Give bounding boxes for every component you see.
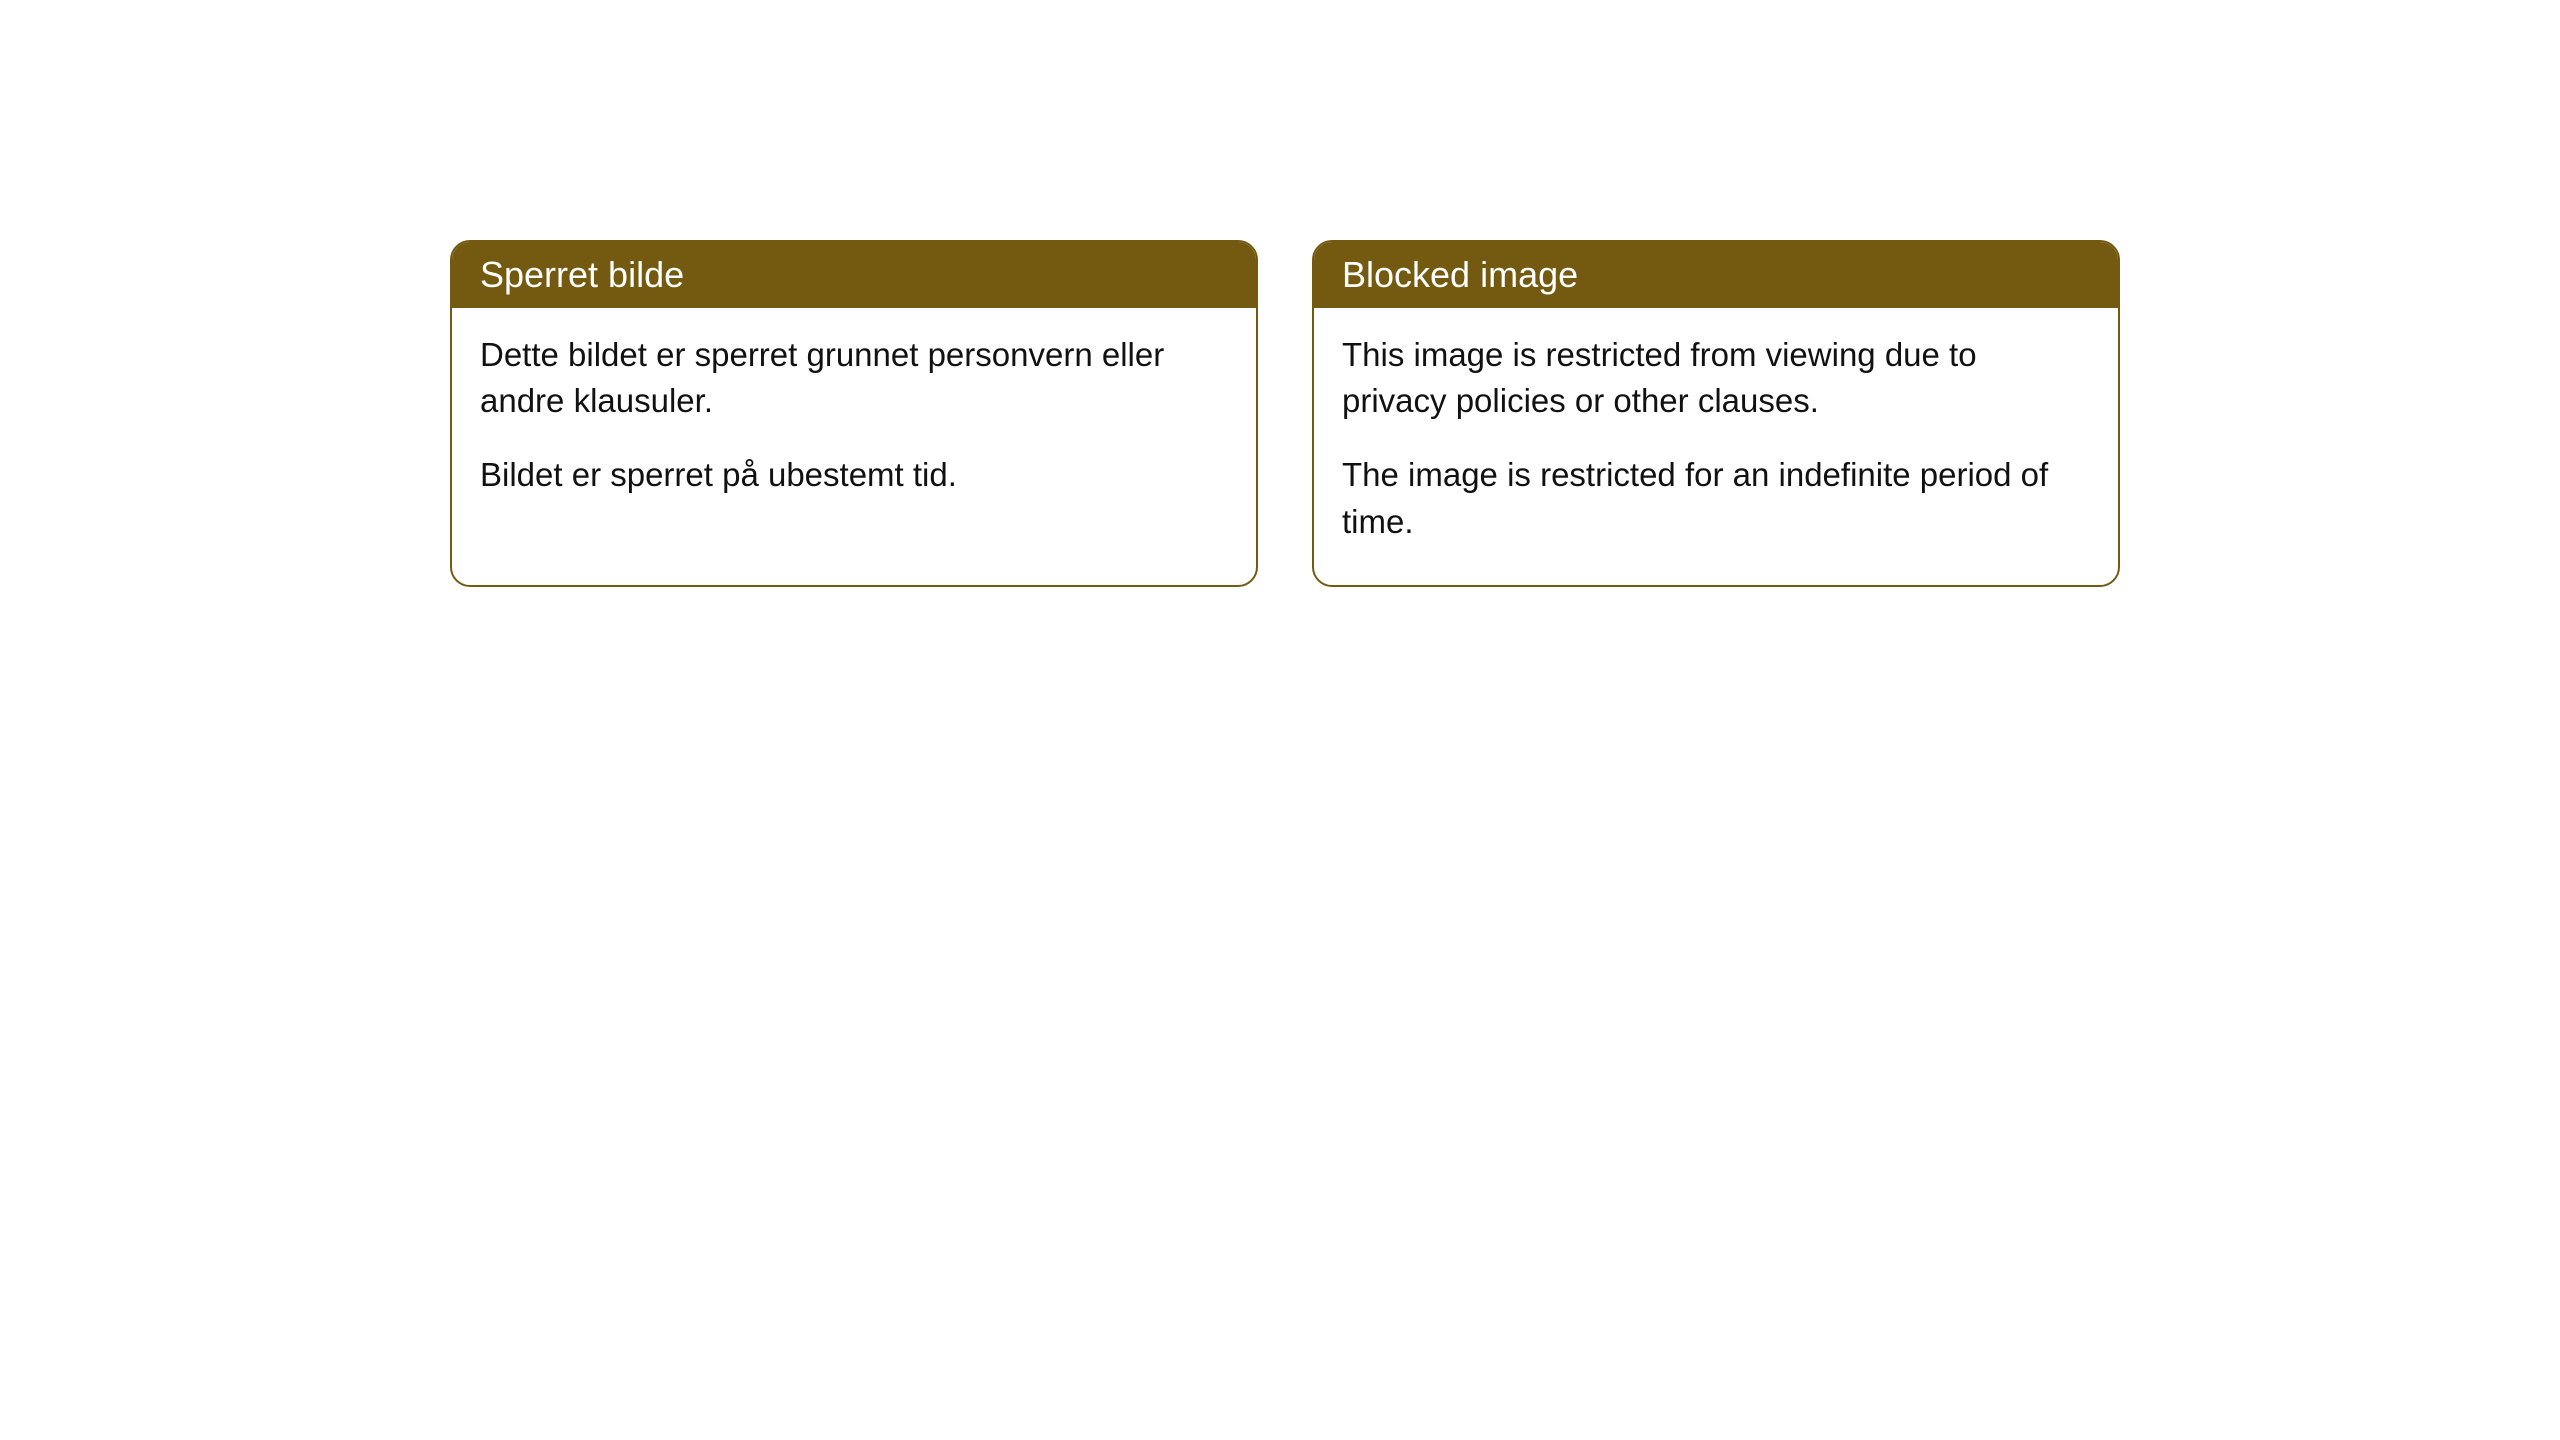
card-header: Sperret bilde	[452, 242, 1256, 308]
card-paragraph: The image is restricted for an indefinit…	[1342, 452, 2090, 544]
notice-card-english: Blocked image This image is restricted f…	[1312, 240, 2120, 587]
card-paragraph: Dette bildet er sperret grunnet personve…	[480, 332, 1228, 424]
card-header: Blocked image	[1314, 242, 2118, 308]
card-title: Sperret bilde	[480, 254, 684, 295]
card-body: This image is restricted from viewing du…	[1314, 308, 2118, 585]
card-body: Dette bildet er sperret grunnet personve…	[452, 308, 1256, 539]
card-paragraph: Bildet er sperret på ubestemt tid.	[480, 452, 1228, 498]
card-title: Blocked image	[1342, 254, 1578, 295]
notice-cards-container: Sperret bilde Dette bildet er sperret gr…	[450, 240, 2120, 587]
card-paragraph: This image is restricted from viewing du…	[1342, 332, 2090, 424]
notice-card-norwegian: Sperret bilde Dette bildet er sperret gr…	[450, 240, 1258, 587]
